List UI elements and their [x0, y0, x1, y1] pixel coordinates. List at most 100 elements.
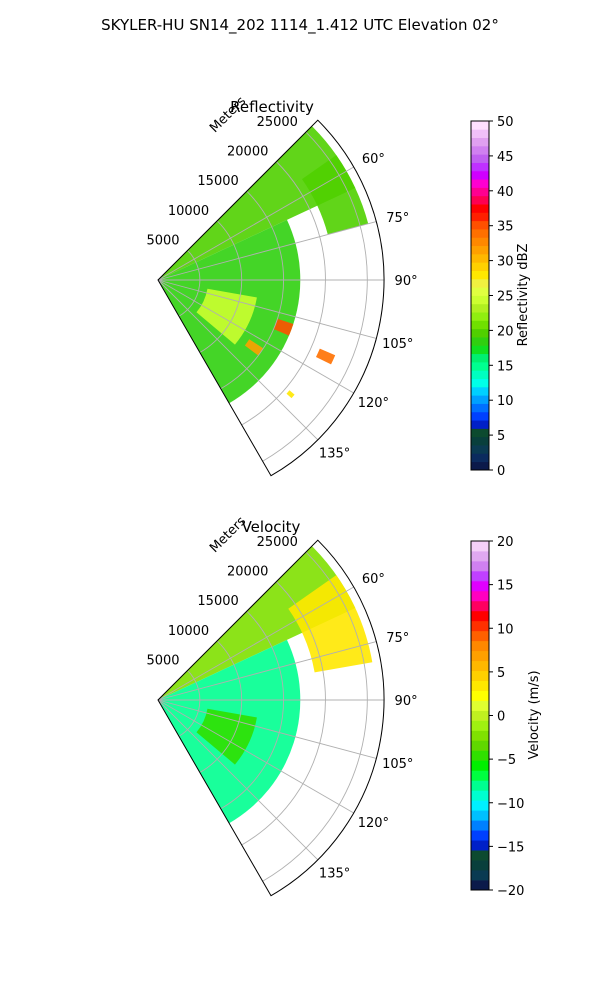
reflectivity-title: Reflectivity: [230, 98, 314, 116]
velocity-colorbar-swatch: [471, 720, 489, 731]
reflectivity-range-ring: [199, 220, 243, 353]
reflectivity-colorbar-swatch: [471, 312, 489, 321]
reflectivity-colorbar-swatch: [471, 370, 489, 379]
reflectivity-colorbar-swatch: [471, 154, 489, 163]
velocity-colorbar-swatch: [471, 790, 489, 801]
reflectivity-echo-cell: [273, 318, 294, 336]
velocity-colorbar-swatch: [471, 810, 489, 821]
reflectivity-colorbar-swatch: [471, 220, 489, 230]
reflectivity-colorbar-swatch: [471, 170, 489, 180]
reflectivity-azimuth-tick-label: 105°: [382, 337, 413, 352]
reflectivity-colorbar-swatch: [471, 320, 489, 330]
reflectivity-range-tick-label: 25000: [257, 115, 298, 130]
reflectivity-azimuth-tick-label: 90°: [395, 274, 418, 289]
reflectivity-azimuth-spoke: [157, 279, 354, 394]
reflectivity-colorbar-swatch: [471, 179, 489, 188]
velocity-azimuth-spoke: [157, 699, 319, 861]
reflectivity-colorbar-tick-label: 50: [497, 115, 514, 130]
reflectivity-colorbar-tick-label: 10: [497, 394, 514, 409]
velocity-colorbar: −20 −15 −10 −5 0 5 10 15 20: [470, 535, 524, 899]
velocity-colorbar-swatch: [471, 670, 489, 681]
velocity-colorbar-swatch: [471, 560, 489, 572]
reflectivity-echo-cell: [244, 339, 264, 356]
reflectivity-colorbar-swatch: [471, 361, 489, 371]
velocity-title: Velocity: [242, 518, 301, 536]
reflectivity-colorbar-swatch: [471, 204, 489, 213]
velocity-range-ring: [178, 670, 201, 737]
velocity-colorbar-swatch: [471, 710, 489, 721]
reflectivity-colorbar-swatch: [471, 162, 489, 172]
reflectivity-range-tick-label: 15000: [197, 174, 238, 189]
velocity-colorbar-swatch: [471, 541, 489, 552]
reflectivity-colorbar-swatch: [471, 403, 489, 413]
reflectivity-azimuth-spoke: [157, 279, 377, 339]
reflectivity-colorbar-swatch: [471, 195, 489, 205]
velocity-range-tick-label: 25000: [257, 535, 298, 550]
velocity-colorbar-tick-label: −15: [497, 840, 524, 855]
reflectivity-colorbar-swatch: [471, 253, 489, 263]
reflectivity-ppi-wedge: 5000 10000 15000 20000 25000 60° 75° 90° 105° 120…: [146, 115, 418, 477]
velocity-colorbar-tick-label: 20: [497, 535, 514, 550]
velocity-colorbar-swatch: [471, 550, 489, 562]
reflectivity-colorbar-swatch: [471, 337, 489, 346]
velocity-colorbar-swatch: [471, 600, 489, 612]
velocity-colorbar-swatch: [471, 850, 489, 861]
velocity-colorbar-swatch: [471, 700, 489, 711]
velocity-azimuth-tick-label: 60°: [362, 572, 385, 587]
reflectivity-echo-layer: [158, 120, 369, 404]
velocity-colorbar-swatch: [471, 630, 489, 642]
velocity-range-tick-label: 15000: [197, 594, 238, 609]
velocity-azimuth-tick-label: 75°: [386, 631, 409, 646]
velocity-colorbar-swatch: [471, 870, 489, 881]
reflectivity-colorbar-swatch: [471, 378, 489, 388]
velocity-colorbar-tick-label: −10: [497, 797, 524, 812]
velocity-range-tick-label: 20000: [227, 565, 268, 580]
velocity-colorbar-swatch: [471, 860, 489, 871]
reflectivity-panel: Reflectivity 5000 10000 15000 20000 25000 60°…: [146, 94, 531, 479]
velocity-colorbar-tick-label: 10: [497, 622, 514, 637]
reflectivity-colorbar-swatch: [471, 145, 489, 155]
velocity-azimuth-tick-label: 135°: [319, 867, 350, 882]
velocity-azimuth-tick-label: 120°: [358, 816, 389, 831]
reflectivity-colorbar-swatch: [471, 395, 489, 404]
reflectivity-colorbar-swatch: [471, 212, 489, 222]
velocity-colorbar-swatch: [471, 660, 489, 672]
reflectivity-echo-cell: [286, 390, 295, 399]
velocity-range-ring: [262, 551, 368, 882]
velocity-colorbar-swatch: [471, 760, 489, 771]
reflectivity-azimuth-spoke: [157, 166, 354, 281]
reflectivity-colorbar-swatch: [471, 345, 489, 355]
reflectivity-sector-outline: [157, 119, 385, 477]
velocity-colorbar-swatch: [471, 640, 489, 652]
reflectivity-colorbar-swatch: [471, 328, 489, 338]
reflectivity-range-ring: [220, 190, 284, 390]
velocity-colorbar-swatch: [471, 750, 489, 761]
velocity-colorbar-swatch: [471, 730, 489, 741]
velocity-colorbar-swatch: [471, 610, 489, 622]
velocity-colorbar-tick-label: 0: [497, 710, 505, 725]
reflectivity-echo-cell: [158, 120, 356, 280]
reflectivity-colorbar-swatch: [471, 229, 489, 238]
reflectivity-colorbar-swatch: [471, 428, 489, 438]
reflectivity-colorbar-swatch: [471, 420, 489, 429]
reflectivity-range-tick-label: 10000: [168, 204, 209, 219]
reflectivity-range-ring: [262, 131, 368, 462]
reflectivity-colorbar-swatch: [471, 386, 489, 396]
reflectivity-colorbar-swatch: [471, 295, 489, 305]
velocity-azimuth-spoke: [157, 699, 377, 759]
reflectivity-echo-cell: [315, 348, 336, 365]
reflectivity-colorbar-swatch: [471, 187, 489, 197]
velocity-azimuth-spoke: [157, 699, 354, 814]
reflectivity-colorbar-swatch: [471, 303, 489, 313]
reflectivity-colorbar-tick-label: 35: [497, 220, 514, 235]
reflectivity-azimuth-spoke: [157, 221, 377, 281]
reflectivity-colorbar-swatch: [471, 445, 489, 454]
velocity-colorbar-tick-label: 15: [497, 579, 514, 594]
velocity-colorbar-tick-label: −20: [497, 884, 524, 899]
reflectivity-colorbar-swatch: [471, 237, 489, 247]
reflectivity-azimuth-tick-label: 75°: [386, 211, 409, 226]
reflectivity-azimuth-spoke: [157, 279, 319, 441]
reflectivity-range-tick-label: 20000: [227, 145, 268, 160]
velocity-range-ring: [199, 640, 243, 773]
velocity-colorbar-swatch: [471, 840, 489, 851]
